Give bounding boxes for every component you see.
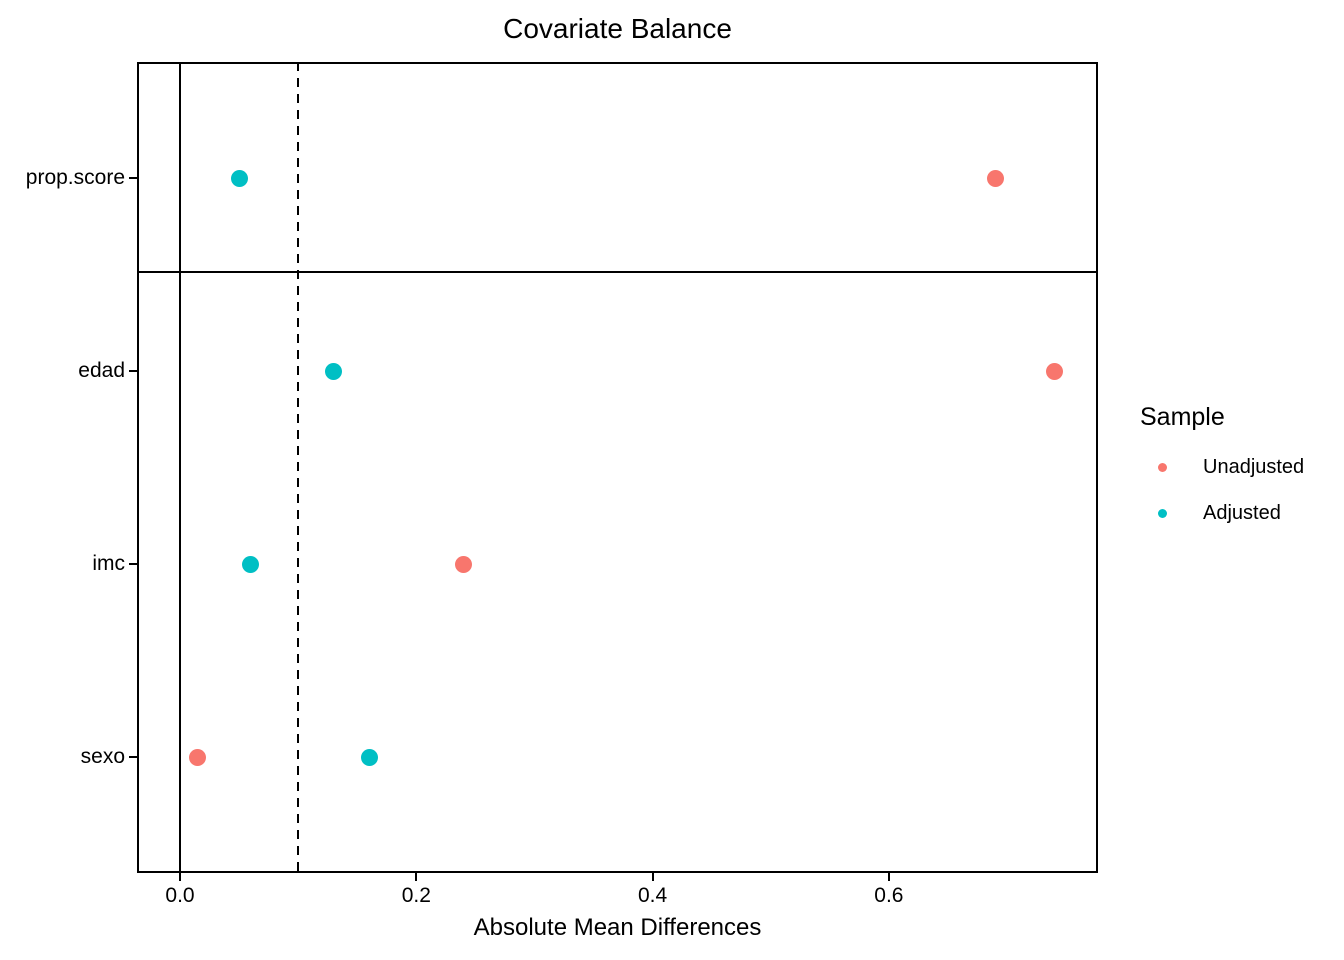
x-tick-label: 0.6 bbox=[874, 884, 904, 907]
plot-title: Covariate Balance bbox=[503, 13, 732, 44]
point-unadjusted-edad bbox=[1045, 362, 1063, 380]
point-adjusted-edad bbox=[325, 362, 343, 380]
x-tick-mark bbox=[179, 873, 181, 881]
threshold-reference-line bbox=[297, 62, 300, 873]
legend-item-label: Adjusted bbox=[1203, 502, 1281, 524]
y-tick-mark bbox=[129, 563, 137, 565]
legend-dot-unadjusted bbox=[1158, 462, 1167, 472]
x-tick-label: 0.4 bbox=[637, 884, 668, 907]
y-tick-label: edad bbox=[78, 359, 125, 382]
legend-dot-adjusted bbox=[1158, 508, 1167, 518]
x-tick-mark bbox=[415, 873, 418, 881]
plot-panel bbox=[137, 62, 1098, 873]
y-tick-mark bbox=[129, 756, 137, 758]
y-tick-mark bbox=[129, 177, 137, 179]
x-tick-label: 0.2 bbox=[401, 884, 431, 907]
y-tick-label: prop.score bbox=[25, 166, 125, 189]
legend-item-adjusted: Adjusted bbox=[1140, 490, 1340, 536]
y-tick-label: imc bbox=[92, 552, 125, 575]
legend: Sample Unadjusted Adjusted bbox=[1140, 402, 1340, 536]
legend-items: Unadjusted Adjusted bbox=[1140, 444, 1340, 536]
point-unadjusted-sexo bbox=[189, 748, 207, 766]
zero-reference-line bbox=[179, 62, 181, 873]
y-tick-label: sexo bbox=[80, 745, 125, 768]
legend-item-label: Unadjusted bbox=[1203, 456, 1305, 478]
legend-item-unadjusted: Unadjusted bbox=[1140, 444, 1340, 490]
point-adjusted-sexo bbox=[360, 748, 378, 766]
x-axis-title: Absolute Mean Differences bbox=[473, 914, 762, 941]
y-tick-mark bbox=[129, 370, 137, 372]
x-tick-label: 0.0 bbox=[165, 884, 195, 907]
point-adjusted-prop.score bbox=[230, 169, 248, 187]
facet-separator-line bbox=[137, 271, 1098, 273]
point-adjusted-imc bbox=[242, 555, 260, 573]
x-tick-mark bbox=[651, 873, 654, 881]
point-unadjusted-imc bbox=[455, 555, 473, 573]
point-unadjusted-prop.score bbox=[986, 169, 1004, 187]
legend-title: Sample bbox=[1140, 403, 1225, 431]
x-tick-mark bbox=[887, 873, 890, 881]
